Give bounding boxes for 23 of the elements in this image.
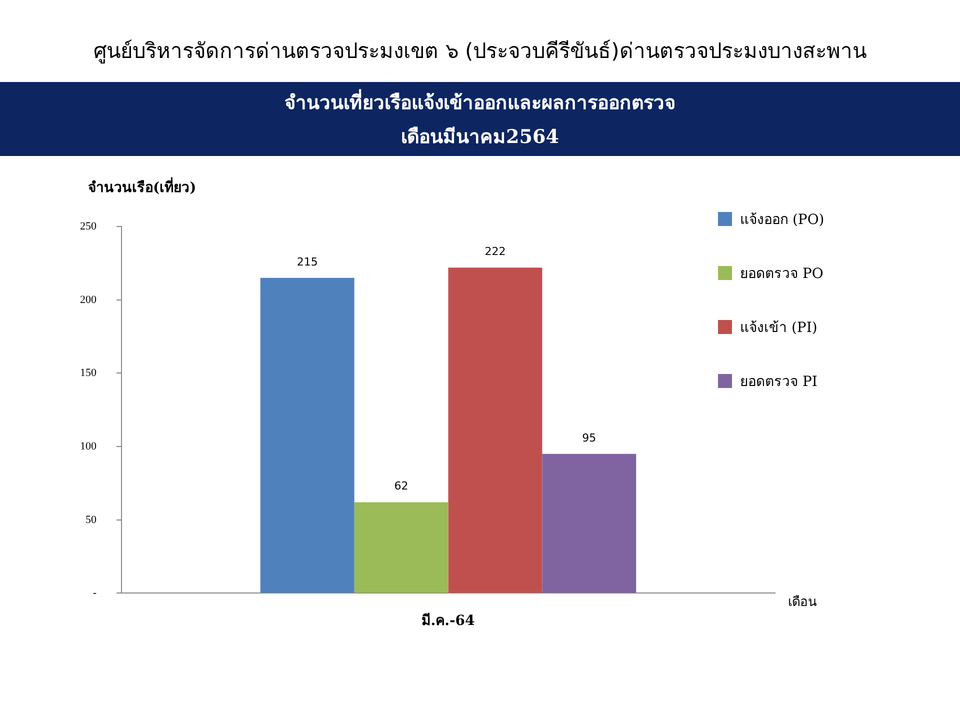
legend-label: แจ้งเข้า (PI) <box>740 319 818 338</box>
y-tick-label: 200 <box>80 294 97 306</box>
y-axis-title: จำนวนเรือ(เที่ยว) <box>88 176 196 198</box>
y-tick-label: 50 <box>86 514 97 526</box>
legend-label: ยอดตรวจ PO <box>740 265 824 284</box>
legend-label: แจ้งออก (PO) <box>740 211 824 230</box>
y-tick-label: - <box>92 587 97 600</box>
chart-subtitle: จำนวนเที่ยวเรือแจ้งเข้าออกและผลการออกตรวจ เดือนมีนาคม2564 <box>0 82 960 156</box>
bar <box>542 454 636 593</box>
y-tick-label: 250 <box>80 220 97 232</box>
bar <box>354 502 448 593</box>
x-axis-title: เดือน <box>788 594 817 612</box>
data-label: 222 <box>484 245 506 258</box>
y-tick-label: 100 <box>80 440 97 452</box>
y-tick-label: 150 <box>80 367 97 380</box>
chart-title: ศูนย์บริหารจัดการด่านตรวจประมงเขต ๖ (ประจวบคีรีขันธ์)ด่านตรวจประมงบางสะพาน <box>92 38 868 66</box>
legend-label: ยอดตรวจ PI <box>740 373 818 392</box>
data-label: 215 <box>296 255 318 268</box>
x-tick-label: มี.ค.-64 <box>422 613 476 630</box>
bar <box>260 278 354 593</box>
bar <box>448 268 542 593</box>
data-label: 62 <box>394 480 408 493</box>
data-label: 95 <box>582 431 596 444</box>
